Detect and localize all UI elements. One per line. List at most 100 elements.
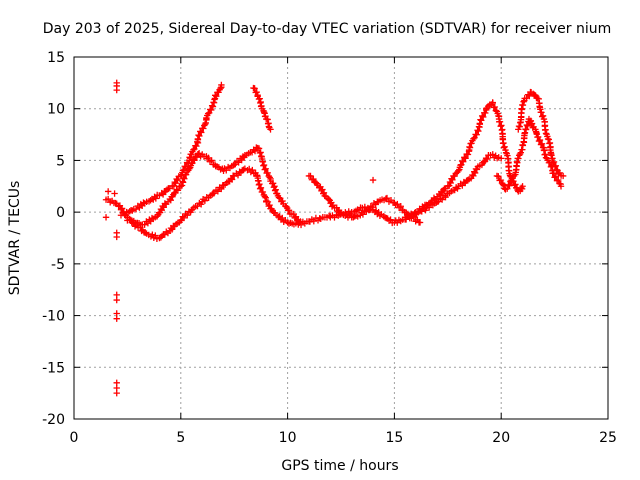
data-point <box>174 176 181 184</box>
data-point <box>519 101 527 109</box>
data-point <box>131 223 139 230</box>
data-point <box>177 183 184 190</box>
data-point <box>218 185 225 193</box>
data-point <box>253 88 260 96</box>
data-point <box>551 174 558 181</box>
data-point <box>190 146 197 154</box>
data-point <box>261 166 268 173</box>
x-tick-label: 15 <box>385 430 403 446</box>
data-point <box>251 85 258 92</box>
data-point <box>167 196 174 204</box>
data-point <box>118 205 126 212</box>
data-point <box>501 143 508 150</box>
data-point <box>193 142 200 150</box>
data-point <box>531 91 538 98</box>
data-point <box>459 158 467 165</box>
data-point <box>476 120 484 127</box>
data-point <box>256 185 264 192</box>
data-point <box>555 176 562 184</box>
data-point <box>190 156 197 163</box>
data-point <box>269 180 277 187</box>
data-point <box>491 103 499 111</box>
data-point <box>538 140 546 147</box>
data-point <box>526 92 533 100</box>
data-point <box>149 231 156 238</box>
x-tick-label: 20 <box>492 430 510 446</box>
outlier-point <box>104 188 112 195</box>
data-point <box>496 118 504 126</box>
data-point <box>461 154 468 161</box>
data-point <box>489 151 496 158</box>
data-point <box>524 122 531 130</box>
data-point <box>500 182 507 189</box>
data-point <box>319 186 326 193</box>
data-point <box>510 172 518 180</box>
data-point <box>256 180 263 188</box>
outlier-point <box>113 86 120 94</box>
y-tick-label: 0 <box>56 205 65 221</box>
data-point <box>539 112 547 119</box>
data-point <box>480 113 487 121</box>
data-point <box>507 179 515 186</box>
data-point <box>536 136 544 144</box>
data-point <box>181 175 188 182</box>
data-point <box>307 172 314 180</box>
data-point <box>552 162 560 170</box>
y-tick-label: -10 <box>42 309 65 325</box>
data-point <box>198 129 205 136</box>
data-point <box>420 205 427 212</box>
data-point <box>217 84 224 92</box>
data-point <box>262 112 269 120</box>
data-point <box>148 214 156 222</box>
y-tick-label: -5 <box>51 257 65 273</box>
data-point <box>264 198 272 206</box>
data-point <box>455 167 462 174</box>
data-point <box>464 176 471 184</box>
data-point <box>498 155 505 162</box>
data-point <box>512 181 519 188</box>
outlier-point <box>113 315 120 322</box>
outlier-point <box>111 190 118 197</box>
data-point <box>266 201 273 209</box>
data-point <box>471 169 479 177</box>
data-point <box>458 157 466 165</box>
data-point <box>425 200 432 208</box>
data-point <box>557 183 565 190</box>
data-point <box>285 207 293 214</box>
data-point <box>482 109 489 117</box>
data-point <box>359 211 367 218</box>
data-point <box>466 144 474 151</box>
data-point <box>559 172 567 180</box>
data-point <box>506 182 513 189</box>
data-point <box>259 188 267 196</box>
data-point <box>542 151 549 158</box>
data-point <box>193 153 201 161</box>
data-point <box>437 192 444 199</box>
data-point <box>140 199 147 206</box>
data-point <box>550 158 558 166</box>
plot-frame <box>73 56 609 420</box>
data-point <box>387 216 394 223</box>
data-point <box>321 192 328 200</box>
data-point <box>179 213 186 220</box>
data-point <box>320 189 328 196</box>
data-point <box>516 150 524 158</box>
y-tick-label: 10 <box>47 102 65 118</box>
data-point <box>160 204 167 211</box>
x-tick-label: 5 <box>176 430 185 446</box>
data-point <box>462 155 469 162</box>
data-point <box>194 135 202 143</box>
data-point <box>473 131 480 138</box>
data-point <box>519 183 526 190</box>
y-tick-label: 5 <box>56 153 65 169</box>
data-point <box>255 145 263 152</box>
data-point <box>551 163 559 170</box>
data-point <box>213 93 220 100</box>
data-point <box>200 125 207 132</box>
data-point <box>264 169 271 177</box>
data-point <box>411 209 418 217</box>
axis-ticks <box>73 56 609 420</box>
data-points <box>102 79 567 397</box>
data-point <box>228 176 236 183</box>
